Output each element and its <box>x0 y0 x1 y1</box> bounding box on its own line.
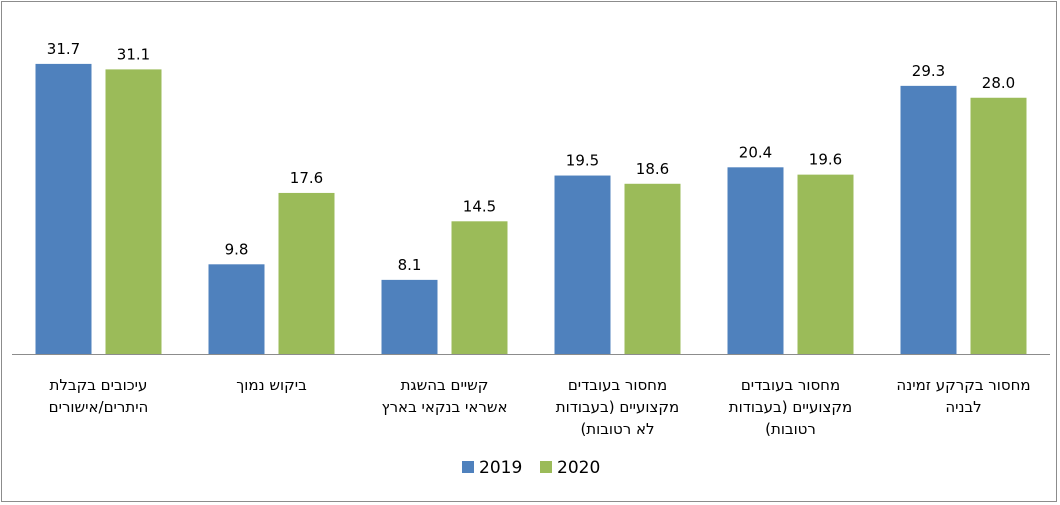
bar-2020-0 <box>105 69 162 354</box>
category-label-4-1: מקצועיים (בעבודות <box>729 398 852 416</box>
value-labels-layer: 31.7 31.1 9.8 17.6 8.1 14.5 19.5 18.6 20.4 19.6 29… <box>47 40 1015 274</box>
bar-2020-5 <box>970 97 1027 355</box>
category-label-5-1: לבניה <box>945 398 981 416</box>
data-label-2019-1: 9.8 <box>225 240 249 258</box>
data-label-2020-5: 28.0 <box>982 74 1015 92</box>
category-label-4-0: מחסור בעובדים <box>741 376 840 394</box>
category-label-2-1: אשראי בנקאי בארץ <box>382 398 508 416</box>
legend: 2019 2020 <box>462 458 600 478</box>
category-label-0-1: היתרים/אישורים <box>49 398 149 416</box>
data-label-2019-0: 31.7 <box>47 40 80 58</box>
bar-2020-1 <box>278 192 335 354</box>
data-label-2020-0: 31.1 <box>117 45 150 63</box>
bar-2019-3 <box>554 175 611 354</box>
category-label-3-2: לא רטובות) <box>580 420 654 438</box>
legend-label-2019: 2019 <box>479 458 522 478</box>
bar-2020-3 <box>624 183 681 354</box>
bars-layer <box>35 63 1027 355</box>
legend-swatch-2019 <box>462 461 474 473</box>
data-label-2020-1: 17.6 <box>290 169 323 187</box>
legend-label-2020: 2020 <box>557 458 600 478</box>
data-label-2019-4: 20.4 <box>739 143 772 161</box>
category-label-0-0: עיכובים בקבלת <box>50 376 148 394</box>
data-label-2019-2: 8.1 <box>398 256 422 274</box>
bar-2020-4 <box>797 174 854 354</box>
category-label-2-0: קשיים בהשגת <box>401 376 489 394</box>
bar-2019-1 <box>208 264 265 354</box>
category-labels-layer: עיכובים בקבלת היתרים/אישורים ביקוש נמוך קשי… <box>49 376 1031 438</box>
bar-2019-5 <box>900 85 957 355</box>
category-label-3-1: מקצועיים (בעבודות <box>556 398 679 416</box>
category-label-4-2: רטובות) <box>765 420 816 438</box>
data-label-2019-5: 29.3 <box>912 62 945 80</box>
data-label-2020-4: 19.6 <box>809 151 842 169</box>
bar-2020-2 <box>451 221 508 354</box>
bar-2019-0 <box>35 63 92 354</box>
bar-2019-4 <box>727 167 784 354</box>
bar-2019-2 <box>381 279 438 354</box>
category-label-3-0: מחסור בעובדים <box>568 376 667 394</box>
data-label-2020-2: 14.5 <box>463 197 496 215</box>
category-label-1-0: ביקוש נמוך <box>236 376 307 394</box>
data-label-2020-3: 18.6 <box>636 160 669 178</box>
category-label-5-0: מחסור בקרקע זמינה <box>896 376 1030 394</box>
data-label-2019-3: 19.5 <box>566 152 599 170</box>
legend-swatch-2020 <box>540 461 552 473</box>
